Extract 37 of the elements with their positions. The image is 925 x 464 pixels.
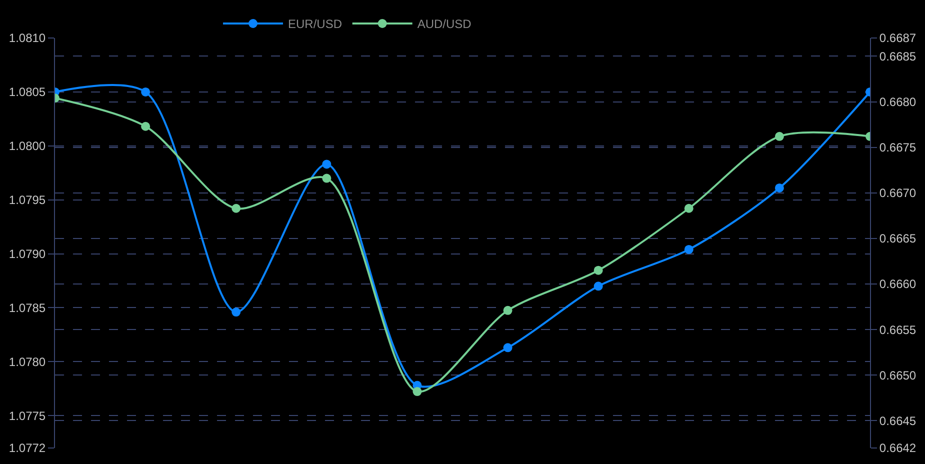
y-tick-label: 1.0790 bbox=[8, 246, 46, 261]
point bbox=[322, 160, 332, 169]
y-tick-label: 1.0795 bbox=[8, 193, 46, 208]
y2-tick-label: 0.6642 bbox=[879, 441, 916, 456]
point bbox=[141, 122, 150, 131]
point bbox=[774, 183, 784, 192]
y-tick-label: 1.0785 bbox=[8, 300, 46, 315]
y2-tick-label: 0.6660 bbox=[879, 277, 916, 292]
y2-tick-label: 0.6680 bbox=[879, 94, 916, 109]
y2-tick-label: 0.6650 bbox=[879, 368, 916, 382]
y2-tick-label: 0.6655 bbox=[879, 322, 916, 337]
y-tick-label: 1.0800 bbox=[8, 139, 46, 154]
point bbox=[594, 282, 603, 291]
point bbox=[232, 308, 241, 317]
y2-tick-label: 0.6645 bbox=[879, 414, 916, 428]
y2-tick-label: 0.6670 bbox=[879, 186, 916, 200]
legend-label: AUD/USD bbox=[417, 17, 472, 32]
point bbox=[774, 132, 784, 141]
point bbox=[322, 174, 332, 183]
legend-label: EUR/USD bbox=[288, 17, 342, 32]
point bbox=[684, 204, 694, 213]
y-tick-label: 1.0805 bbox=[8, 85, 46, 100]
y-tick-label: 1.0810 bbox=[8, 31, 46, 46]
point bbox=[684, 244, 694, 254]
y2-tick-label: 0.6687 bbox=[879, 31, 916, 46]
y2-tick-label: 0.6665 bbox=[879, 232, 916, 246]
point bbox=[503, 306, 512, 315]
point bbox=[141, 87, 150, 96]
point bbox=[232, 204, 241, 213]
y2-tick-label: 0.6685 bbox=[879, 49, 916, 64]
y-tick-label: 1.0775 bbox=[8, 408, 46, 423]
y-tick-label: 1.0780 bbox=[8, 354, 46, 369]
point bbox=[503, 343, 512, 352]
point bbox=[594, 266, 603, 275]
point bbox=[412, 387, 422, 396]
y-tick-label: 1.0772 bbox=[8, 441, 46, 456]
y2-tick-label: 0.6675 bbox=[879, 140, 916, 155]
